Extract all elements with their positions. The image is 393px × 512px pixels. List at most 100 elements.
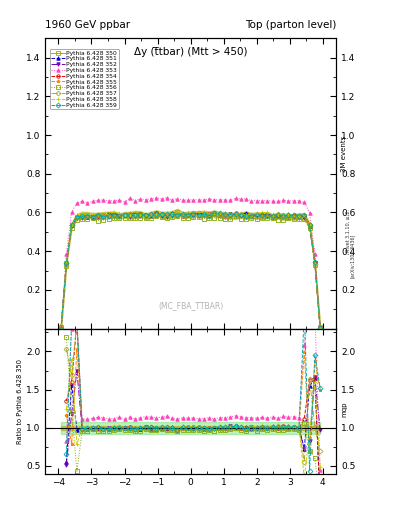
Pythia 6.428 352 xyxy=(127,214,132,220)
Pythia 6.428 356 xyxy=(159,214,164,220)
Pythia 6.428 357 xyxy=(228,213,233,219)
Pythia 6.428 351 xyxy=(196,211,201,218)
Pythia 6.428 353 xyxy=(85,200,90,206)
Pythia 6.428 353 xyxy=(249,198,254,204)
Pythia 6.428 352 xyxy=(291,214,296,220)
Pythia 6.428 355 xyxy=(133,212,138,219)
Pythia 6.428 359 xyxy=(254,212,259,218)
Pythia 6.428 355 xyxy=(106,212,111,218)
Pythia 6.428 354 xyxy=(133,212,138,218)
Pythia 6.428 354 xyxy=(170,211,174,217)
Pythia 6.428 359 xyxy=(180,211,185,217)
Pythia 6.428 350 xyxy=(64,260,69,266)
Pythia 6.428 357 xyxy=(239,211,243,217)
Pythia 6.428 354 xyxy=(249,212,254,219)
Pythia 6.428 354 xyxy=(302,213,307,219)
Pythia 6.428 358 xyxy=(202,209,206,216)
Pythia 6.428 353 xyxy=(69,209,74,215)
Pythia 6.428 352 xyxy=(80,215,84,221)
Pythia 6.428 357 xyxy=(96,215,101,221)
Pythia 6.428 352 xyxy=(185,212,190,219)
Pythia 6.428 359 xyxy=(191,211,196,217)
Pythia 6.428 353 xyxy=(260,198,264,204)
Pythia 6.428 353 xyxy=(96,197,101,203)
Pythia 6.428 354 xyxy=(202,211,206,217)
Pythia 6.428 350 xyxy=(286,214,291,220)
Pythia 6.428 350 xyxy=(265,212,270,218)
Pythia 6.428 351 xyxy=(112,211,116,218)
Pythia 6.428 357 xyxy=(281,214,285,220)
Pythia 6.428 354 xyxy=(233,210,238,217)
Pythia 6.428 355 xyxy=(265,212,270,218)
Pythia 6.428 352 xyxy=(96,213,101,219)
Pythia 6.428 358 xyxy=(75,212,79,218)
Pythia 6.428 359 xyxy=(217,210,222,216)
Pythia 6.428 358 xyxy=(127,211,132,218)
Pythia 6.428 359 xyxy=(270,213,275,219)
Line: Pythia 6.428 357: Pythia 6.428 357 xyxy=(59,212,322,330)
Pythia 6.428 359 xyxy=(239,211,243,218)
Pythia 6.428 359 xyxy=(149,211,153,217)
Pythia 6.428 356 xyxy=(318,326,323,332)
Pythia 6.428 356 xyxy=(127,215,132,221)
Pythia 6.428 356 xyxy=(202,216,206,222)
Pythia 6.428 358 xyxy=(291,212,296,219)
Pythia 6.428 355 xyxy=(228,211,233,218)
Pythia 6.428 358 xyxy=(307,221,312,227)
Pythia 6.428 356 xyxy=(59,324,63,330)
Pythia 6.428 355 xyxy=(96,213,101,219)
Pythia 6.428 350 xyxy=(191,211,196,217)
Pythia 6.428 353 xyxy=(307,209,312,216)
Pythia 6.428 359 xyxy=(249,212,254,219)
Line: Pythia 6.428 359: Pythia 6.428 359 xyxy=(59,211,322,330)
Pythia 6.428 359 xyxy=(170,211,174,218)
Pythia 6.428 354 xyxy=(254,211,259,218)
Pythia 6.428 354 xyxy=(112,211,116,217)
Pythia 6.428 357 xyxy=(85,214,90,220)
Pythia 6.428 352 xyxy=(297,215,301,221)
Pythia 6.428 355 xyxy=(64,261,69,267)
Pythia 6.428 355 xyxy=(312,261,317,267)
Pythia 6.428 355 xyxy=(164,211,169,217)
Pythia 6.428 355 xyxy=(233,212,238,218)
Pythia 6.428 350 xyxy=(202,210,206,217)
Pythia 6.428 352 xyxy=(112,214,116,220)
Pythia 6.428 350 xyxy=(281,214,285,220)
Pythia 6.428 352 xyxy=(180,211,185,218)
Pythia 6.428 351 xyxy=(149,213,153,219)
Pythia 6.428 353 xyxy=(286,198,291,204)
Pythia 6.428 356 xyxy=(254,216,259,222)
Pythia 6.428 355 xyxy=(59,325,63,331)
Pythia 6.428 352 xyxy=(90,213,95,219)
Pythia 6.428 357 xyxy=(233,214,238,220)
Pythia 6.428 356 xyxy=(297,216,301,222)
Pythia 6.428 350 xyxy=(90,212,95,219)
Pythia 6.428 358 xyxy=(281,211,285,218)
Pythia 6.428 358 xyxy=(117,210,121,216)
Pythia 6.428 357 xyxy=(143,214,148,220)
Pythia 6.428 350 xyxy=(164,211,169,218)
Pythia 6.428 358 xyxy=(196,209,201,215)
Pythia 6.428 351 xyxy=(90,214,95,220)
Pythia 6.428 355 xyxy=(85,214,90,220)
Pythia 6.428 352 xyxy=(286,215,291,221)
Pythia 6.428 354 xyxy=(122,212,127,219)
Pythia 6.428 354 xyxy=(212,211,217,217)
Pythia 6.428 357 xyxy=(106,212,111,219)
Pythia 6.428 351 xyxy=(96,212,101,219)
Pythia 6.428 353 xyxy=(149,196,153,202)
Pythia 6.428 353 xyxy=(228,197,233,203)
Pythia 6.428 353 xyxy=(180,197,185,203)
Pythia 6.428 350 xyxy=(80,211,84,218)
Pythia 6.428 358 xyxy=(312,261,317,267)
Pythia 6.428 358 xyxy=(239,210,243,217)
Pythia 6.428 353 xyxy=(101,197,106,203)
Pythia 6.428 351 xyxy=(191,211,196,218)
Pythia 6.428 352 xyxy=(143,212,148,219)
Pythia 6.428 354 xyxy=(207,211,211,218)
Pythia 6.428 352 xyxy=(164,214,169,220)
Pythia 6.428 353 xyxy=(270,198,275,204)
Pythia 6.428 350 xyxy=(180,212,185,218)
Legend: Pythia 6.428 350, Pythia 6.428 351, Pythia 6.428 352, Pythia 6.428 353, Pythia 6: Pythia 6.428 350, Pythia 6.428 351, Pyth… xyxy=(50,49,119,110)
Pythia 6.428 352 xyxy=(217,214,222,220)
